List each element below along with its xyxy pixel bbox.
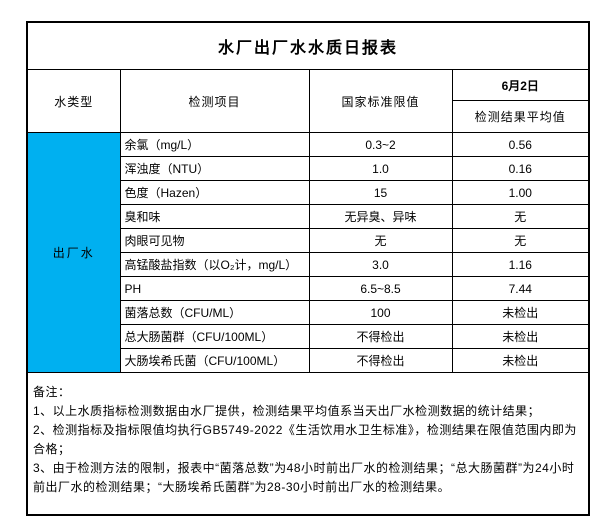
cell-item: 菌落总数（CFU/ML） (119, 300, 310, 325)
table-row: 菌落总数（CFU/ML） 100 未检出 (27, 300, 590, 325)
note-line: 3、由于检测方法的限制，报表中“菌落总数”为48小时前出厂水的检测结果；“总大肠… (33, 461, 575, 494)
report-table: 水厂出厂水水质日报表 水类型 检测项目 国家标准限值 6月2日 检测结果平均值 … (26, 21, 591, 516)
table-row: 浑浊度（NTU） 1.0 0.16 (27, 156, 590, 181)
notes-label: 备注： (33, 385, 71, 399)
cell-limit: 6.5~8.5 (308, 276, 453, 301)
header-water-type: 水类型 (26, 69, 121, 133)
table-row: 臭和味 无异臭、异味 无 (27, 204, 590, 229)
table-row: 出厂水 余氯（mg/L） 0.3~2 0.56 (26, 132, 590, 373)
table-row: PH 6.5~8.5 7.44 (27, 276, 590, 301)
notes-section: 备注： 1、以上水质指标检测数据由水厂提供，检测结果平均值系当天出厂水检测数据的… (26, 372, 590, 516)
cell-limit: 无异臭、异味 (308, 204, 453, 229)
page-title: 水厂出厂水水质日报表 (26, 21, 590, 70)
cell-result: 未检出 (451, 324, 590, 349)
header-test-item: 检测项目 (119, 69, 310, 133)
notes-row: 备注： 1、以上水质指标检测数据由水厂提供，检测结果平均值系当天出厂水检测数据的… (26, 372, 590, 516)
cell-limit: 不得检出 (308, 348, 453, 373)
header-result-average: 检测结果平均值 (451, 100, 590, 133)
cell-limit: 3.0 (308, 252, 453, 277)
cell-item: 色度（Hazen） (119, 180, 310, 205)
cell-limit: 1.0 (308, 156, 453, 181)
cell-limit: 不得检出 (308, 324, 453, 349)
cell-result: 7.44 (451, 276, 590, 301)
table-row: 总大肠菌群（CFU/100ML） 不得检出 未检出 (27, 324, 590, 349)
cell-result: 未检出 (451, 300, 590, 325)
cell-result: 1.16 (451, 252, 590, 277)
header-date: 6月2日 (451, 69, 590, 101)
cell-result: 无 (451, 228, 590, 253)
cell-result: 1.00 (451, 180, 590, 205)
table-row: 肉眼可见物 无 无 (27, 228, 590, 253)
cell-limit: 100 (308, 300, 453, 325)
cell-result: 无 (451, 204, 590, 229)
cell-item: 浑浊度（NTU） (119, 156, 310, 181)
cell-limit: 0.3~2 (308, 132, 453, 157)
cell-item: 总大肠菌群（CFU/100ML） (119, 324, 310, 349)
cell-limit: 无 (308, 228, 453, 253)
cell-result: 0.56 (451, 132, 590, 157)
cell-result: 未检出 (451, 348, 590, 373)
cell-item: 肉眼可见物 (119, 228, 310, 253)
table-row: 高锰酸盐指数（以O₂计，mg/L） 3.0 1.16 (27, 252, 590, 277)
note-line: 1、以上水质指标检测数据由水厂提供，检测结果平均值系当天出厂水检测数据的统计结果… (33, 404, 541, 418)
cell-item: 大肠埃希氏菌（CFU/100ML） (119, 348, 310, 373)
note-line: 2、检测指标及指标限值均执行GB5749-2022《生活饮用水卫生标准》，检测结… (33, 423, 577, 456)
cell-item: 余氯（mg/L） (119, 132, 310, 157)
header-subrow: 检测结果平均值 (27, 100, 590, 133)
table-row: 大肠埃希氏菌（CFU/100ML） 不得检出 未检出 (27, 348, 590, 373)
water-type-cell: 出厂水 (26, 132, 121, 373)
cell-result: 0.16 (451, 156, 590, 181)
cell-item: PH (119, 276, 310, 301)
cell-limit: 15 (308, 180, 453, 205)
cell-item: 高锰酸盐指数（以O₂计，mg/L） (119, 252, 310, 277)
table-row: 色度（Hazen） 15 1.00 (27, 180, 590, 205)
header-row: 水类型 检测项目 国家标准限值 6月2日 (26, 69, 590, 133)
title-row: 水厂出厂水水质日报表 (26, 21, 590, 70)
header-standard-limit: 国家标准限值 (308, 69, 453, 133)
cell-item: 臭和味 (119, 204, 310, 229)
